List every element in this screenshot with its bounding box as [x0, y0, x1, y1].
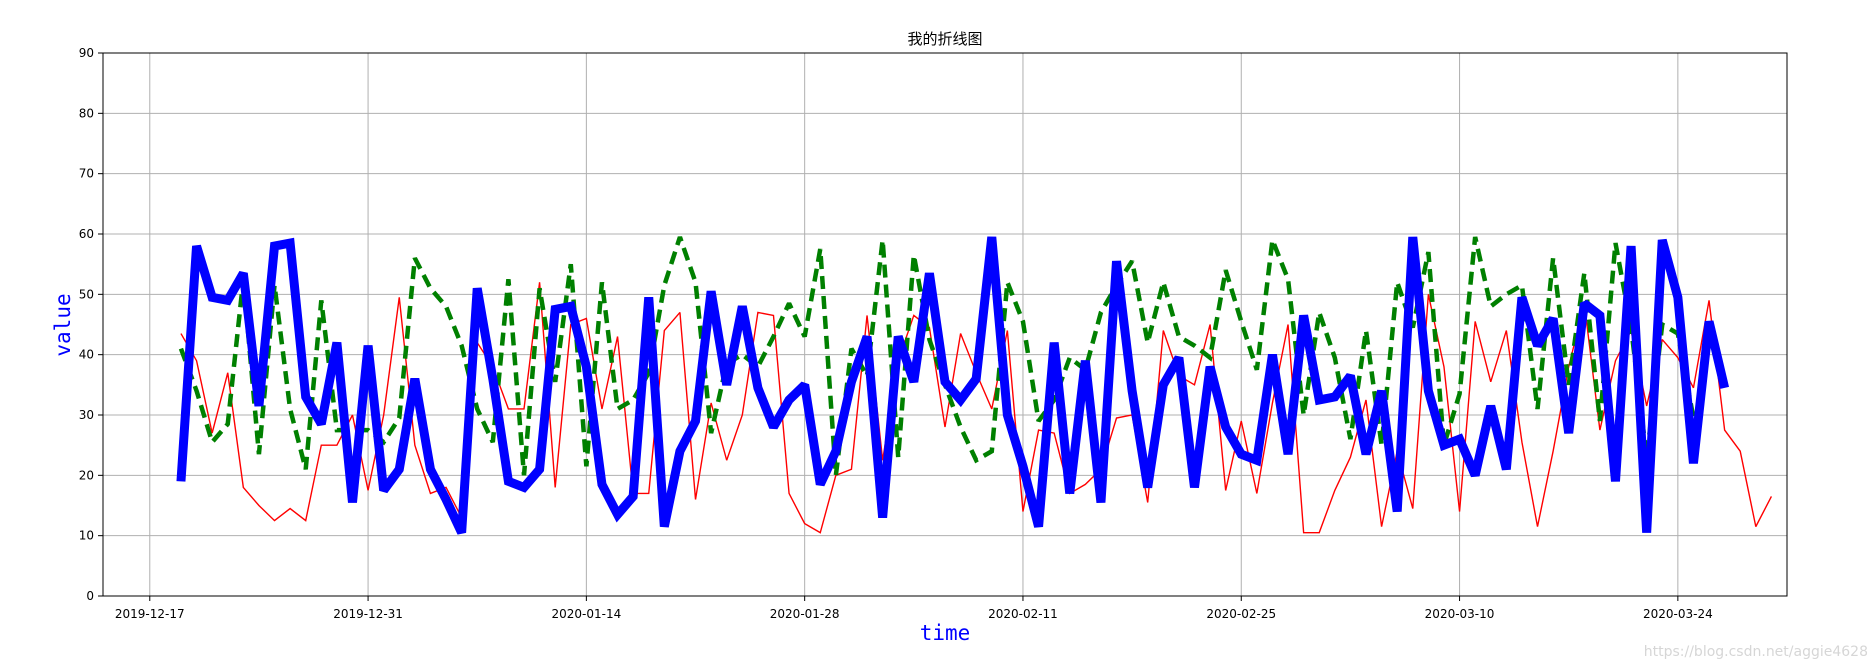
- y-tick-label: 30: [79, 408, 94, 422]
- x-tick-label: 2020-01-28: [770, 607, 840, 621]
- y-axis-label: value: [51, 293, 75, 356]
- x-tick-label: 2020-02-25: [1206, 607, 1276, 621]
- y-tick-label: 50: [79, 287, 94, 301]
- chart-title: 我的折线图: [907, 30, 982, 48]
- x-tick-label: 2020-01-14: [551, 607, 621, 621]
- y-tick-label: 80: [79, 106, 94, 120]
- x-tick-label: 2019-12-31: [333, 607, 403, 621]
- y-tick-label: 70: [79, 167, 94, 181]
- series-line-2: [178, 236, 1696, 476]
- x-tick-label: 2020-03-10: [1425, 607, 1495, 621]
- x-tick-label: 2020-02-11: [988, 607, 1058, 621]
- y-tick-label: 40: [79, 348, 94, 362]
- y-tick-label: 60: [79, 227, 94, 241]
- y-tick-label: 0: [86, 589, 94, 603]
- watermark: https://blog.csdn.net/aggie4628: [1644, 644, 1868, 660]
- series-line-3: [176, 236, 1730, 535]
- x-axis-label: time: [920, 621, 971, 645]
- plot-frame: [102, 52, 1788, 597]
- data-series: [176, 236, 1773, 535]
- y-tick-label: 20: [79, 468, 94, 482]
- y-tick-label: 90: [79, 46, 94, 60]
- x-axis-ticks: 2019-12-17 2019-12-31 2020-01-14 2020-01-28…: [115, 596, 1713, 621]
- x-tick-label: 2019-12-17: [115, 607, 185, 621]
- y-tick-label: 10: [79, 529, 94, 543]
- x-tick-label: 2020-03-24: [1643, 607, 1713, 621]
- y-axis-ticks: 0 10 20 30 40 50 60 70 80 90: [79, 46, 103, 603]
